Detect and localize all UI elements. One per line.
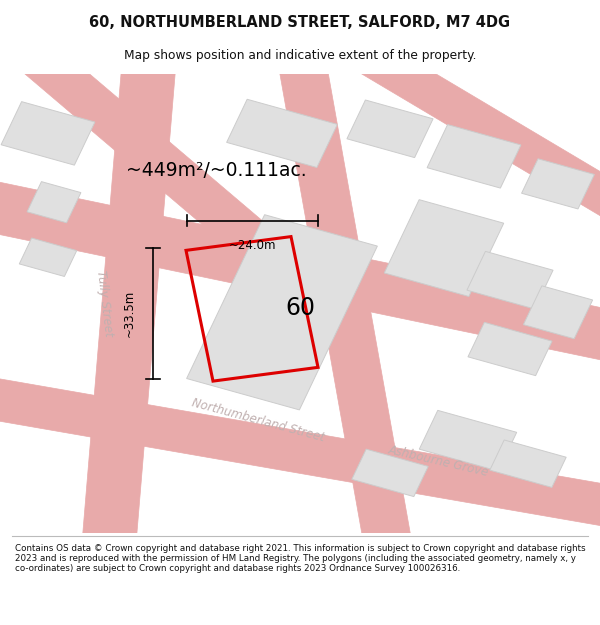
Polygon shape [523,286,593,339]
Polygon shape [346,37,600,225]
Text: ~33.5m: ~33.5m [122,290,136,337]
Text: Contains OS data © Crown copyright and database right 2021. This information is : Contains OS data © Crown copyright and d… [15,544,586,573]
Polygon shape [12,39,318,292]
Polygon shape [384,199,504,296]
Text: Ashbourne Grove: Ashbourne Grove [386,444,490,479]
Polygon shape [19,238,77,276]
Polygon shape [227,99,337,168]
Polygon shape [81,49,177,557]
Polygon shape [521,159,595,209]
Text: 60: 60 [285,296,315,320]
Polygon shape [187,215,377,410]
Polygon shape [419,411,517,471]
Text: ~449m²/~0.111ac.: ~449m²/~0.111ac. [125,161,307,179]
Polygon shape [352,449,428,497]
Polygon shape [27,182,81,222]
Polygon shape [0,178,600,364]
Polygon shape [1,102,95,165]
Text: Northumberland Street: Northumberland Street [190,396,326,444]
Text: 60, NORTHUMBERLAND STREET, SALFORD, M7 4DG: 60, NORTHUMBERLAND STREET, SALFORD, M7 4… [89,14,511,29]
Polygon shape [490,440,566,488]
Text: Map shows position and indicative extent of the property.: Map shows position and indicative extent… [124,49,476,62]
Polygon shape [467,251,553,309]
Polygon shape [468,322,552,376]
Polygon shape [347,100,433,158]
Polygon shape [0,375,600,530]
Text: Tully Street: Tully Street [94,269,116,337]
Polygon shape [427,124,521,188]
Polygon shape [276,48,414,558]
Text: ~24.0m: ~24.0m [229,239,277,252]
